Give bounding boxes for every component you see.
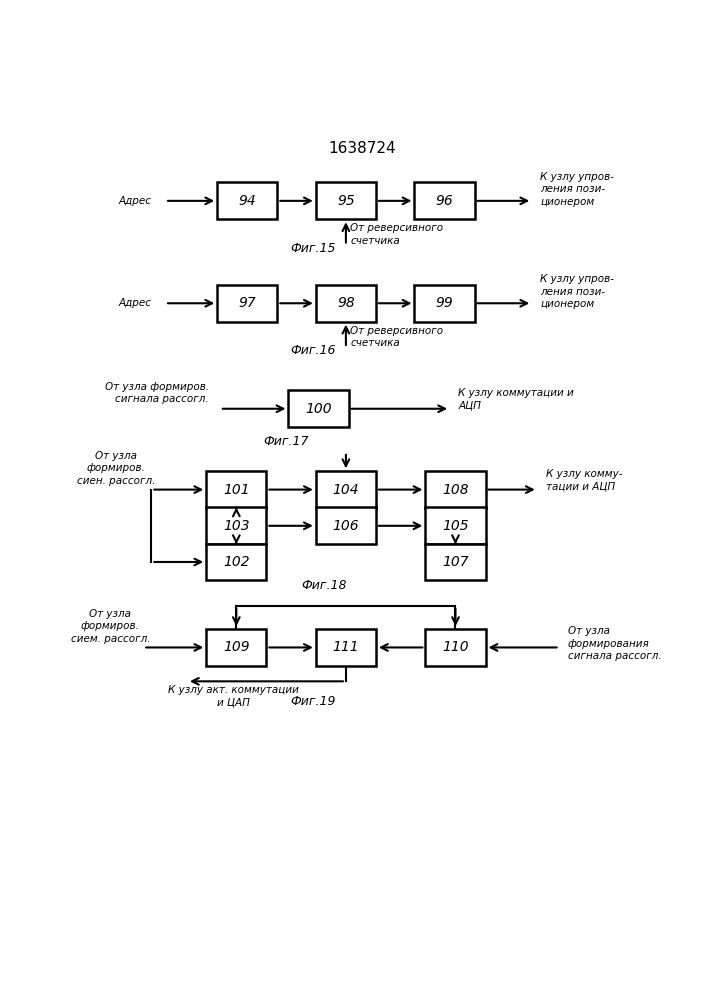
- Text: 99: 99: [436, 296, 453, 310]
- Bar: [414, 182, 474, 219]
- Text: 104: 104: [332, 483, 359, 497]
- Text: Фиг.19: Фиг.19: [291, 695, 336, 708]
- Text: Адрес: Адрес: [118, 196, 151, 206]
- Text: От узла
формирования
сигнала рассогл.: От узла формирования сигнала рассогл.: [568, 626, 662, 661]
- Bar: [316, 285, 376, 322]
- Text: 98: 98: [337, 296, 355, 310]
- Text: К узлу упров-
ления пози-
ционером: К узлу упров- ления пози- ционером: [540, 172, 614, 207]
- Bar: [206, 629, 267, 666]
- Bar: [426, 507, 486, 544]
- Text: Фиг.18: Фиг.18: [301, 579, 346, 592]
- Bar: [426, 629, 486, 666]
- Bar: [217, 285, 277, 322]
- Text: 103: 103: [223, 519, 250, 533]
- Text: От узла
формиров.
сиен. рассогл.: От узла формиров. сиен. рассогл.: [76, 451, 155, 486]
- Text: 107: 107: [442, 555, 469, 569]
- Text: От реверсивного
счетчика: От реверсивного счетчика: [350, 223, 443, 246]
- Text: К узлу упров-
ления пози-
ционером: К узлу упров- ления пози- ционером: [540, 274, 614, 309]
- Text: От узла
формиров.
сием. рассогл.: От узла формиров. сием. рассогл.: [71, 609, 150, 644]
- Text: 100: 100: [305, 402, 332, 416]
- Text: 101: 101: [223, 483, 250, 497]
- Text: 105: 105: [442, 519, 469, 533]
- Text: Фиг.15: Фиг.15: [291, 242, 336, 255]
- Text: 106: 106: [332, 519, 359, 533]
- Text: К узлу коммутации и
АЦП: К узлу коммутации и АЦП: [458, 388, 574, 411]
- Bar: [426, 544, 486, 580]
- Text: 1638724: 1638724: [329, 141, 396, 156]
- Text: 111: 111: [332, 640, 359, 654]
- Bar: [414, 285, 474, 322]
- Bar: [426, 471, 486, 508]
- Bar: [206, 544, 267, 580]
- Bar: [206, 507, 267, 544]
- Text: 109: 109: [223, 640, 250, 654]
- Bar: [288, 390, 349, 427]
- Bar: [217, 182, 277, 219]
- Text: К узлу комму-
тации и АЦП: К узлу комму- тации и АЦП: [546, 469, 622, 492]
- Text: От реверсивного
счетчика: От реверсивного счетчика: [350, 326, 443, 348]
- Bar: [316, 507, 376, 544]
- Text: 94: 94: [238, 194, 256, 208]
- Text: 95: 95: [337, 194, 355, 208]
- Text: Адрес: Адрес: [118, 298, 151, 308]
- Text: 96: 96: [436, 194, 453, 208]
- Bar: [316, 182, 376, 219]
- Bar: [206, 471, 267, 508]
- Text: 102: 102: [223, 555, 250, 569]
- Text: Фиг.16: Фиг.16: [291, 344, 336, 358]
- Text: Фиг.17: Фиг.17: [263, 435, 308, 448]
- Text: От узла формиров.
сигнала рассогл.: От узла формиров. сигнала рассогл.: [105, 382, 209, 404]
- Text: К узлу акт. коммутации
и ЦАП: К узлу акт. коммутации и ЦАП: [168, 685, 299, 708]
- Text: 110: 110: [442, 640, 469, 654]
- Bar: [316, 471, 376, 508]
- Text: 108: 108: [442, 483, 469, 497]
- Bar: [316, 629, 376, 666]
- Text: 97: 97: [238, 296, 256, 310]
